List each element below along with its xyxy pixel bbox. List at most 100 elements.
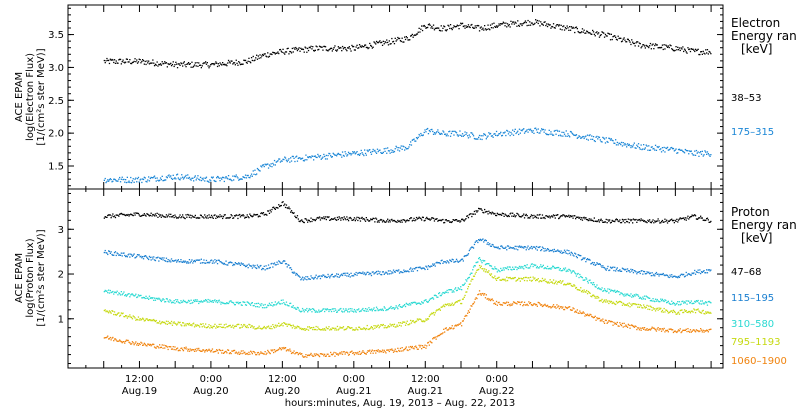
data-point — [233, 302, 235, 304]
data-point — [229, 324, 231, 326]
data-point — [472, 213, 475, 215]
data-point — [333, 327, 335, 329]
data-point — [632, 144, 635, 146]
data-point — [588, 218, 590, 220]
data-point — [526, 247, 528, 249]
data-point — [615, 270, 617, 272]
data-point — [204, 62, 206, 64]
data-point — [119, 254, 122, 256]
data-point — [222, 302, 225, 304]
data-point — [638, 218, 641, 221]
data-point — [544, 129, 546, 131]
data-point — [638, 42, 641, 44]
data-point — [133, 212, 135, 214]
x-axis: 12:00Aug.190:00Aug.2012:00Aug.200:00Aug.… — [122, 374, 515, 397]
data-point — [341, 151, 344, 153]
data-point — [555, 133, 557, 135]
data-point — [317, 153, 319, 156]
data-point — [357, 219, 359, 222]
data-point — [118, 254, 120, 256]
data-point — [274, 301, 276, 303]
data-point — [307, 354, 309, 356]
data-point — [472, 278, 474, 281]
data-point — [551, 215, 553, 217]
data-point — [170, 346, 172, 348]
data-point — [399, 221, 402, 223]
data-point — [553, 215, 555, 217]
data-point — [258, 57, 260, 59]
data-point — [506, 23, 509, 25]
data-point — [387, 44, 390, 46]
data-point — [103, 59, 105, 62]
data-point — [328, 310, 330, 313]
data-point — [707, 311, 709, 313]
data-point — [583, 29, 585, 31]
data-point — [196, 259, 198, 261]
data-point — [633, 42, 635, 45]
data-point — [660, 220, 663, 223]
data-point — [586, 30, 589, 33]
data-point — [158, 322, 160, 324]
data-point — [152, 258, 154, 260]
data-point — [592, 283, 594, 286]
data-point — [167, 300, 169, 302]
data-point — [426, 266, 428, 268]
data-point — [588, 279, 590, 282]
data-point — [683, 276, 686, 278]
data-point — [563, 131, 565, 134]
data-point — [142, 214, 145, 216]
data-point — [517, 130, 519, 132]
data-point — [421, 302, 424, 304]
data-point — [478, 207, 480, 210]
data-point — [693, 272, 695, 274]
data-point — [353, 352, 355, 354]
data-point — [369, 149, 371, 151]
data-point — [513, 268, 515, 270]
data-point — [383, 349, 385, 351]
data-point — [227, 178, 229, 180]
data-point — [703, 154, 705, 156]
data-point — [427, 341, 430, 344]
data-point — [617, 291, 619, 293]
data-point — [179, 302, 181, 304]
data-point — [543, 279, 545, 282]
data-point — [636, 41, 638, 43]
data-point — [546, 281, 548, 283]
data-point — [669, 44, 671, 46]
data-point — [562, 25, 564, 28]
data-point — [436, 309, 438, 311]
data-point — [353, 275, 355, 277]
data-point — [677, 49, 680, 51]
data-point — [172, 346, 174, 348]
data-point — [395, 145, 397, 147]
data-point — [453, 25, 455, 27]
data-point — [468, 134, 470, 136]
data-point — [255, 267, 257, 269]
data-point — [325, 326, 327, 328]
data-point — [408, 271, 410, 273]
data-point — [316, 278, 318, 280]
data-point — [115, 60, 117, 62]
data-point — [515, 266, 517, 268]
data-point — [532, 276, 534, 278]
data-point — [341, 351, 343, 353]
data-point — [569, 283, 572, 285]
data-point — [189, 63, 191, 65]
data-point — [316, 217, 318, 219]
data-point — [663, 221, 665, 223]
data-point — [620, 222, 622, 224]
data-point — [707, 269, 709, 271]
data-point — [548, 129, 550, 131]
data-point — [459, 260, 461, 262]
data-point — [175, 323, 177, 325]
data-point — [249, 324, 251, 326]
data-point — [222, 176, 225, 179]
data-point — [681, 149, 683, 151]
data-point — [231, 350, 233, 352]
data-point — [377, 150, 379, 153]
data-point — [176, 217, 179, 219]
data-point — [421, 345, 424, 347]
data-point — [432, 24, 435, 26]
data-point — [164, 322, 166, 324]
data-point — [136, 178, 139, 180]
